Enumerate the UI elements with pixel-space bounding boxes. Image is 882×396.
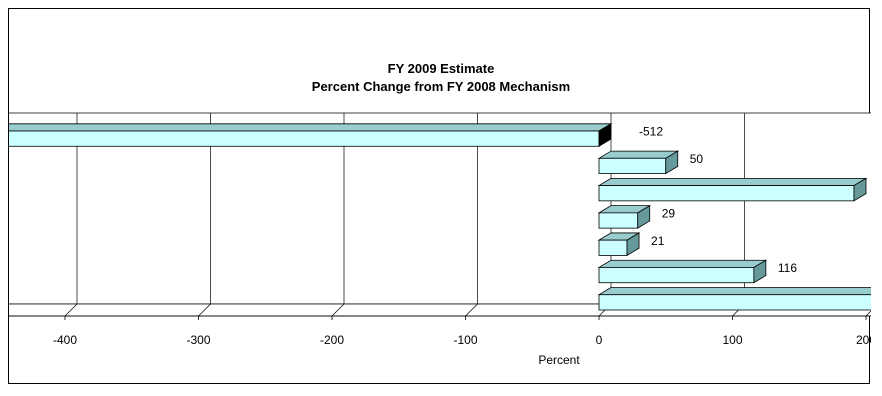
bar-front-face <box>598 185 855 202</box>
x-tick-label: 0 <box>596 333 603 347</box>
chart-frame: FY 2009 Estimate Percent Change from FY … <box>8 8 871 384</box>
data-label: -512 <box>639 125 663 139</box>
bar <box>597 150 680 175</box>
bar-top-face <box>597 287 871 296</box>
bar <box>597 259 768 284</box>
bar <box>9 123 613 147</box>
data-label: 116 <box>778 261 797 275</box>
x-tick-label: 200 <box>856 333 871 347</box>
bar-top-face <box>9 123 613 132</box>
x-tick-label: -400 <box>53 333 77 347</box>
bar <box>597 177 868 202</box>
bar-top-face <box>597 259 768 268</box>
data-labels: -512501912921116223 <box>639 125 797 275</box>
bar <box>597 204 652 229</box>
bars <box>9 123 871 311</box>
bar-front-face <box>598 157 667 174</box>
bar-front-face <box>598 294 871 311</box>
bar-side-face <box>598 123 612 147</box>
bar-side-face <box>665 150 679 175</box>
bar-side-face <box>753 259 767 284</box>
bar-side-face <box>626 232 640 257</box>
x-tick-labels: -500-400-300-200-1000100200 <box>53 316 871 347</box>
chart-area: FY 2009 Estimate Percent Change from FY … <box>9 61 871 367</box>
x-tick-label: -100 <box>453 333 477 347</box>
bar-side-face <box>853 177 867 202</box>
floor-gridline <box>198 303 211 317</box>
chart-title: FY 2009 Estimate <box>388 61 495 76</box>
floor-gridline <box>865 310 871 317</box>
bar <box>597 232 641 257</box>
bar-front-face <box>9 130 600 147</box>
bar-top-face <box>597 177 868 186</box>
floor-gridline <box>64 303 78 317</box>
x-tick-label: -300 <box>186 333 210 347</box>
data-label: 21 <box>651 234 665 248</box>
data-label: 50 <box>690 152 704 166</box>
x-tick-label: 100 <box>722 333 742 347</box>
floor-gridline <box>465 303 478 317</box>
x-tick-label: -200 <box>320 333 344 347</box>
bar-front-face <box>598 239 628 256</box>
data-label: 29 <box>662 207 676 221</box>
bar <box>597 287 871 311</box>
bar-side-face <box>637 204 651 229</box>
bar-top-face <box>597 150 680 159</box>
chart-subtitle: Percent Change from FY 2008 Mechanism <box>312 79 570 94</box>
floor-gridline <box>331 303 345 317</box>
bar-front-face <box>598 267 755 284</box>
x-axis-title: Percent <box>538 353 580 367</box>
bar-front-face <box>598 212 639 229</box>
